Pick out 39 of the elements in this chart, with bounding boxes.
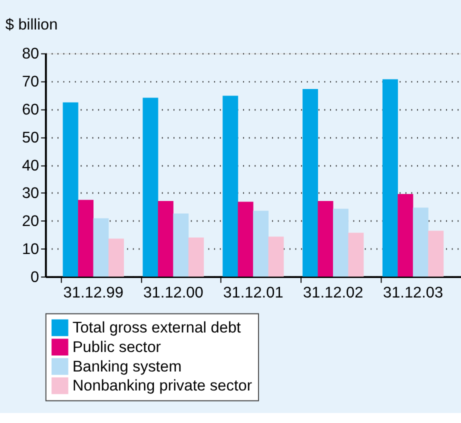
legend-label: Banking system xyxy=(72,358,182,376)
bar xyxy=(428,230,444,277)
bar xyxy=(158,200,174,277)
bar xyxy=(238,202,254,277)
bar xyxy=(348,232,364,277)
bar xyxy=(222,96,238,277)
y-tick-label: 0 xyxy=(30,268,40,286)
bar xyxy=(78,200,94,277)
bar xyxy=(142,98,158,277)
legend-label: Total gross external debt xyxy=(72,320,242,337)
x-tick-label: 31.12.00 xyxy=(143,284,204,302)
bar xyxy=(93,218,109,277)
bar xyxy=(302,89,318,277)
y-tick-label: 70 xyxy=(22,74,40,91)
x-tick-label: 31.12.99 xyxy=(63,284,124,302)
bar xyxy=(253,210,269,277)
y-axis-title: $ billion xyxy=(5,16,58,34)
y-tick-label: 20 xyxy=(22,213,40,230)
legend-label: Public sector xyxy=(72,338,161,356)
bar xyxy=(173,214,189,277)
x-tick-label: 31.12.01 xyxy=(223,284,284,302)
y-tick-label: 60 xyxy=(22,101,40,118)
x-tick-label: 31.12.02 xyxy=(303,284,364,302)
bar xyxy=(268,236,284,277)
bar xyxy=(108,238,124,277)
bar xyxy=(412,208,428,277)
bar xyxy=(318,200,334,277)
x-tick-label: 31.12.03 xyxy=(382,284,444,302)
y-tick-label: 40 xyxy=(22,157,40,174)
legend-label: Nonbanking private sector xyxy=(72,378,252,395)
y-tick-label: 80 xyxy=(22,46,40,63)
y-tick-label: 30 xyxy=(22,185,40,202)
bar xyxy=(333,208,348,277)
bar xyxy=(398,194,414,277)
bar xyxy=(382,79,398,277)
bar xyxy=(62,102,78,277)
bar xyxy=(188,238,204,277)
y-tick-label: 50 xyxy=(22,129,40,146)
y-tick-label: 10 xyxy=(22,240,40,258)
